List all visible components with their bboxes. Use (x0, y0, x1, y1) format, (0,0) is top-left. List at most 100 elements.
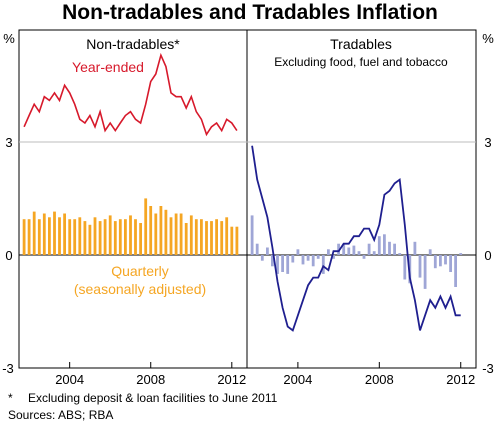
left-panel-title: Non-tradables* (86, 36, 180, 52)
quarterly-bar (98, 221, 102, 255)
footnote-text: Excluding deposit & loan facilities to J… (28, 391, 278, 405)
x-tick-label: 2012 (217, 372, 246, 387)
quarterly-bar (42, 213, 46, 255)
quarterly-bar (144, 198, 148, 255)
quarterly-bar (93, 217, 97, 255)
quarterly-bar (291, 255, 295, 263)
quarterly-bar (129, 215, 132, 255)
quarterly-bar (154, 213, 158, 255)
right-quarterly-bars (250, 215, 463, 289)
x-axis-ticks: 2004 2008 2012 2004 2008 2012 (55, 362, 475, 387)
right-y-tick-3: 3 (484, 135, 491, 150)
quarterly-bar (174, 213, 178, 255)
quarterly-bar (327, 249, 330, 255)
footnote-marker: * (8, 391, 13, 405)
quarterly-bar (78, 217, 82, 255)
quarterly-bar (311, 255, 315, 267)
quarterly-bar (118, 219, 122, 255)
quarterly-bar (205, 221, 208, 255)
quarterly-bar (393, 243, 396, 255)
quarterly-bar (184, 223, 188, 255)
quarterly-bar (352, 245, 356, 255)
left-panel-frame (18, 29, 248, 369)
right-panel-subtitle: Excluding food, fuel and tobacco (274, 55, 448, 69)
quarterly-bar (124, 219, 127, 255)
left-y-tick-3: 3 (5, 135, 12, 150)
quarterly-bar (164, 209, 168, 255)
quarterly-bar (454, 255, 457, 287)
left-y-unit: % (3, 31, 15, 46)
quarterly-bar (83, 221, 87, 255)
quarterly-bar (220, 221, 224, 255)
quarterly-bar (296, 249, 300, 255)
quarterly-bar (377, 236, 381, 255)
quarterly-bar (383, 234, 386, 255)
quarterly-bar (428, 249, 432, 255)
quarterly-bar (413, 241, 417, 255)
left-year-ended-line (23, 52, 238, 137)
quarterly-bar (423, 255, 427, 289)
quarterly-bar (189, 215, 193, 255)
quarterly-bar (357, 251, 361, 255)
quarterly-bar (235, 226, 239, 255)
quarterly-bar (215, 219, 218, 255)
quarterly-bar (433, 255, 437, 269)
quarterly-bar (398, 253, 402, 255)
chart-title: Non-tradables and Tradables Inflation (62, 1, 438, 24)
quarterly-bar (200, 219, 203, 255)
quarterly-bar (139, 223, 142, 255)
left-y-tick-0: 0 (5, 248, 12, 263)
quarterly-bar (281, 255, 284, 272)
year-ended-label: Year-ended (72, 59, 144, 75)
left-quarterly-bars (22, 198, 239, 255)
x-tick-label: 2008 (136, 372, 165, 387)
quarterly-bar (301, 255, 305, 265)
right-y-tick-neg3: -3 (482, 361, 494, 376)
quarterly-bar (367, 243, 371, 255)
left-y-tick-neg3: -3 (2, 361, 14, 376)
quarterly-bar (88, 224, 92, 255)
quarterly-bar (32, 211, 36, 255)
quarterly-bar (37, 219, 41, 255)
quarterly-bar (459, 253, 463, 255)
quarterly-bar (271, 255, 274, 267)
quarterly-bar (48, 217, 51, 255)
quarterly-bar (68, 219, 72, 255)
quarterly-bar (449, 255, 452, 272)
quarterly-bar (337, 243, 340, 255)
right-y-unit: % (482, 31, 494, 46)
quarterly-bar (63, 213, 66, 255)
right-panel-frame (246, 29, 477, 369)
quarterly-bar (159, 206, 163, 255)
quarterly-bar (321, 255, 325, 274)
quarterly-bar (342, 243, 346, 255)
x-tick-label: 2004 (55, 372, 84, 387)
quarterly-bar (286, 255, 290, 274)
quarterly-bar (316, 255, 320, 259)
quarterly-bar (179, 213, 183, 255)
quarterly-bar (225, 217, 229, 255)
quarterly-bar (22, 219, 26, 255)
quarterly-bar (73, 219, 77, 255)
quarterly-bar (444, 255, 447, 265)
x-tick-label: 2012 (446, 372, 475, 387)
quarterly-bar (347, 247, 351, 255)
quarterly-bar (306, 255, 310, 261)
quarterly-label-sub: (seasonally adjusted) (74, 281, 206, 297)
x-tick-label: 2008 (365, 372, 394, 387)
quarterly-bar (27, 219, 31, 255)
quarterly-bar (439, 255, 442, 267)
sources-note: Sources: ABS; RBA (8, 408, 114, 422)
quarterly-bar (53, 211, 56, 255)
quarterly-bar (418, 255, 422, 278)
quarterly-bar (250, 215, 254, 255)
quarterly-bar (403, 255, 407, 280)
right-year-ended-line (251, 145, 461, 332)
quarterly-bar (362, 255, 366, 259)
quarterly-bar (194, 219, 198, 255)
quarterly-bar (134, 219, 137, 255)
x-tick-label: 2004 (283, 372, 312, 387)
quarterly-bar (210, 221, 213, 255)
quarterly-bar (266, 247, 269, 255)
